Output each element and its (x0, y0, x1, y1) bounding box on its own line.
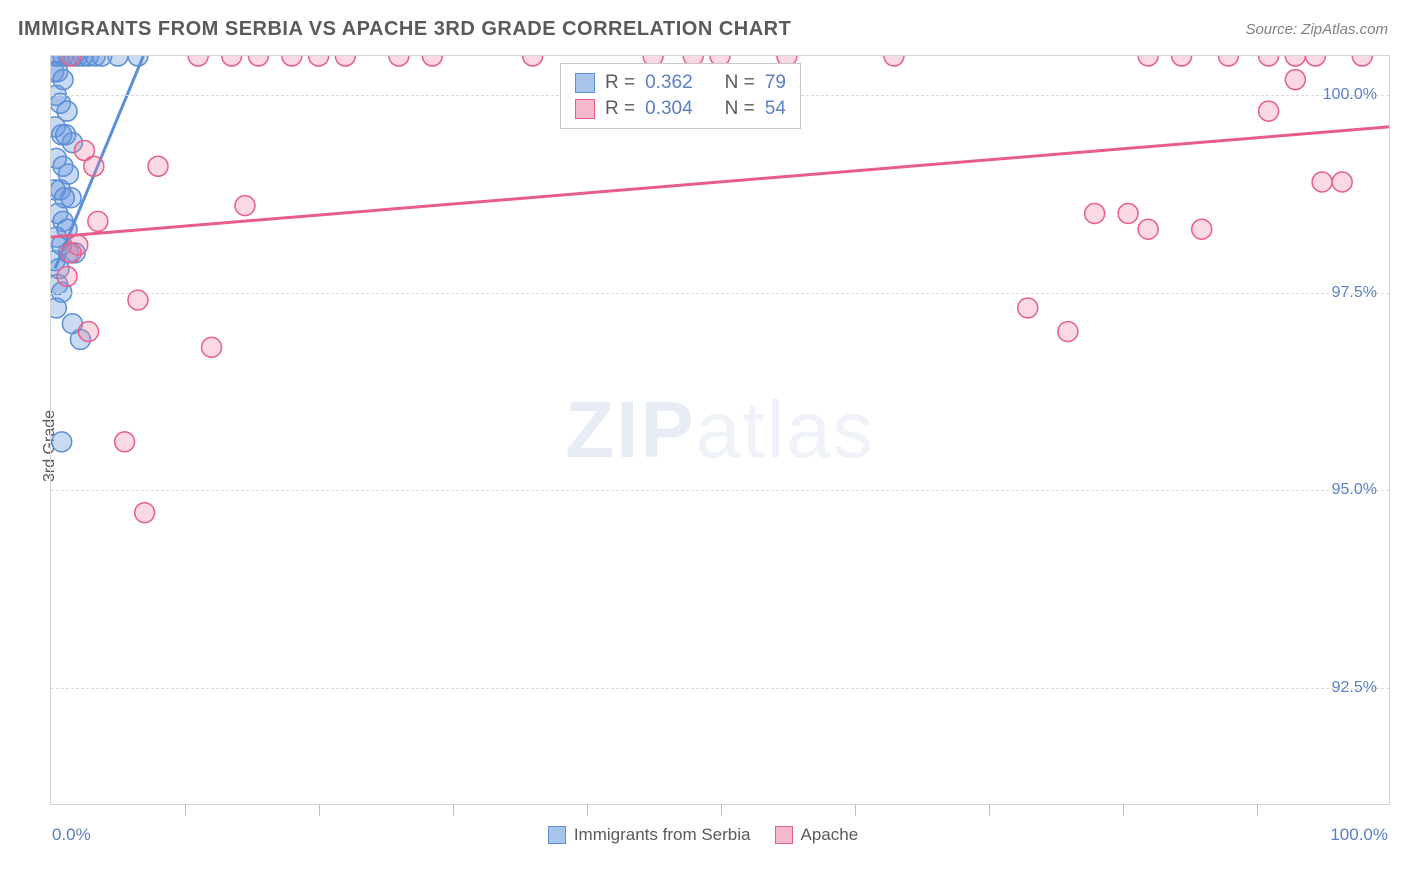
data-point (108, 56, 128, 66)
gridline-h (51, 490, 1389, 491)
x-tick (453, 804, 454, 816)
data-point (1285, 70, 1305, 90)
legend-item: Apache (775, 825, 859, 845)
data-point (78, 322, 98, 342)
data-point (1138, 219, 1158, 239)
legend-item: Immigrants from Serbia (548, 825, 751, 845)
data-point (128, 56, 148, 66)
data-point (1172, 56, 1192, 66)
x-tick (1123, 804, 1124, 816)
stats-r-value: 0.362 (645, 72, 693, 94)
data-point (1018, 298, 1038, 318)
stats-n-label: N = (725, 72, 755, 94)
data-point (61, 243, 81, 263)
data-point (335, 56, 355, 66)
stats-legend-row: R = 0.362 N = 79 (575, 70, 786, 96)
data-point (248, 56, 268, 66)
data-point (235, 196, 255, 216)
legend-swatch (775, 826, 793, 844)
stats-legend: R = 0.362 N = 79 R = 0.304 N = 54 (560, 63, 801, 129)
stats-swatch (575, 99, 595, 119)
y-tick-label: 97.5% (1332, 284, 1377, 302)
y-tick-label: 92.5% (1332, 679, 1377, 697)
data-point (1285, 56, 1305, 66)
data-point (222, 56, 242, 66)
chart-header: IMMIGRANTS FROM SERBIA VS APACHE 3RD GRA… (18, 18, 1388, 41)
data-point (1138, 56, 1158, 66)
data-point (88, 211, 108, 231)
x-tick (319, 804, 320, 816)
gridline-h (51, 688, 1389, 689)
data-point (1332, 172, 1352, 192)
data-point (309, 56, 329, 66)
data-point (57, 266, 77, 286)
data-point (202, 337, 222, 357)
chart-plot-area: ZIPatlas 92.5%95.0%97.5%100.0% (50, 55, 1390, 805)
data-point (1085, 204, 1105, 224)
data-point (61, 188, 81, 208)
data-point (1259, 101, 1279, 121)
data-point (422, 56, 442, 66)
chart-title: IMMIGRANTS FROM SERBIA VS APACHE 3RD GRA… (18, 18, 791, 41)
data-point (51, 298, 66, 318)
legend-label: Immigrants from Serbia (574, 825, 751, 845)
data-point (1218, 56, 1238, 66)
x-tick (587, 804, 588, 816)
stats-legend-row: R = 0.304 N = 54 (575, 96, 786, 122)
data-point (884, 56, 904, 66)
data-point (1259, 56, 1279, 66)
data-point (1118, 204, 1138, 224)
data-point (148, 156, 168, 176)
stats-n-value: 54 (765, 98, 786, 120)
legend-swatch (548, 826, 566, 844)
stats-r-label: R = (605, 98, 635, 120)
data-point (1352, 56, 1372, 66)
data-point (1312, 172, 1332, 192)
stats-swatch (575, 73, 595, 93)
stats-r-label: R = (605, 72, 635, 94)
trendline (51, 127, 1389, 237)
stats-n-value: 79 (765, 72, 786, 94)
data-point (523, 56, 543, 66)
data-point (115, 432, 135, 452)
data-point (389, 56, 409, 66)
x-tick (721, 804, 722, 816)
y-tick-label: 100.0% (1323, 86, 1377, 104)
data-point (1192, 219, 1212, 239)
bottom-legend: Immigrants from Serbia Apache (0, 825, 1406, 845)
data-point (52, 432, 72, 452)
scatter-plot-svg (51, 56, 1389, 804)
x-tick (855, 804, 856, 816)
gridline-h (51, 293, 1389, 294)
x-tick (1257, 804, 1258, 816)
x-tick (989, 804, 990, 816)
data-point (188, 56, 208, 66)
data-point (282, 56, 302, 66)
data-point (135, 503, 155, 523)
y-tick-label: 95.0% (1332, 481, 1377, 499)
legend-label: Apache (801, 825, 859, 845)
stats-n-label: N = (725, 98, 755, 120)
data-point (1305, 56, 1325, 66)
stats-r-value: 0.304 (645, 98, 693, 120)
data-point (1058, 322, 1078, 342)
data-point (84, 156, 104, 176)
chart-source: Source: ZipAtlas.com (1245, 21, 1388, 38)
x-tick (185, 804, 186, 816)
